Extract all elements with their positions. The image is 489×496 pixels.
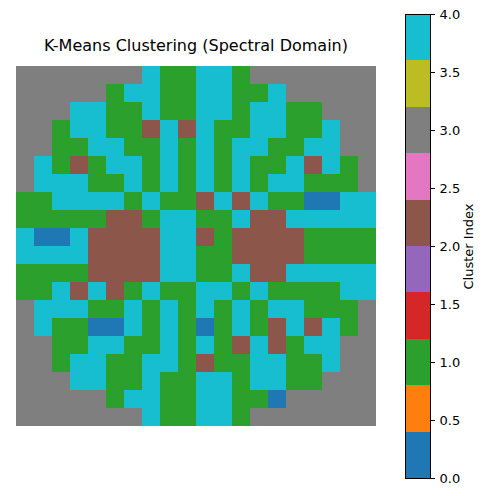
svg-text:0.0: 0.0 bbox=[440, 471, 461, 486]
svg-text:4.0: 4.0 bbox=[440, 7, 461, 22]
svg-text:2.5: 2.5 bbox=[440, 181, 461, 196]
svg-text:0.5: 0.5 bbox=[440, 413, 461, 428]
svg-text:1.0: 1.0 bbox=[440, 355, 461, 370]
html-text:K-Means Clustering (Spectral D: K-Means Clustering (Spectral Domain) bbox=[44, 36, 348, 55]
svg-text:1.5: 1.5 bbox=[440, 297, 461, 312]
svg-text:Cluster Index: Cluster Index bbox=[461, 203, 476, 289]
svg-text:3.5: 3.5 bbox=[440, 65, 461, 80]
svg-text:2.0: 2.0 bbox=[440, 239, 461, 254]
svg-text:3.0: 3.0 bbox=[440, 123, 461, 138]
